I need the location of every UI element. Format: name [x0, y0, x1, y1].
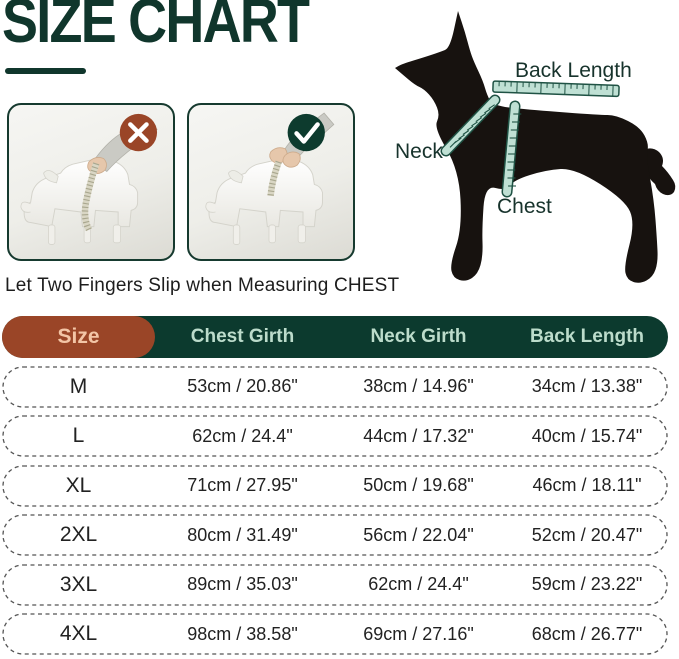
svg-text:Neck: Neck: [395, 140, 443, 163]
svg-text:Back Length: Back Length: [515, 59, 632, 82]
svg-text:Chest: Chest: [497, 195, 552, 218]
